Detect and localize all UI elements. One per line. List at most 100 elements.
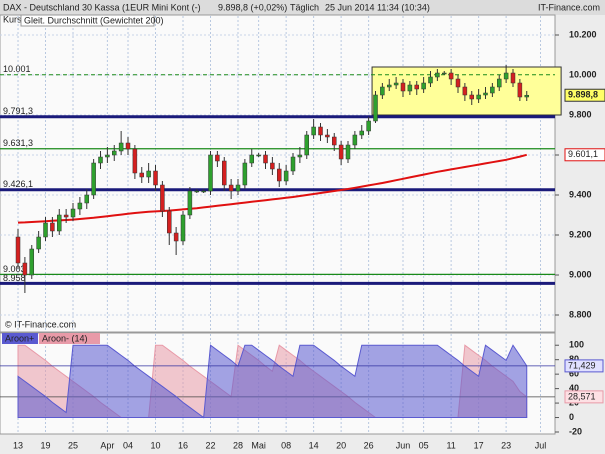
y-tick-label: 8.800 bbox=[569, 309, 592, 319]
level-label: 9.791,3 bbox=[3, 106, 33, 116]
candle-body bbox=[112, 150, 117, 156]
candle-body bbox=[400, 82, 406, 92]
interval: Täglich bbox=[290, 2, 319, 12]
candle-body bbox=[173, 232, 179, 242]
candle-body bbox=[167, 210, 172, 234]
candle-body bbox=[22, 262, 28, 276]
candle-body bbox=[215, 154, 220, 162]
x-tick-label: 04 bbox=[123, 440, 133, 450]
candle-body bbox=[414, 84, 419, 90]
value-tag-label: 9.898,8 bbox=[568, 90, 598, 100]
candle-body bbox=[386, 84, 392, 88]
candle-body bbox=[139, 172, 145, 178]
candle-body bbox=[517, 82, 523, 98]
candle-body bbox=[318, 126, 323, 136]
candle-body bbox=[421, 82, 426, 90]
candle-body bbox=[118, 142, 124, 152]
candle-body bbox=[50, 222, 55, 232]
candle-body bbox=[490, 86, 495, 94]
y-tick-label: 80 bbox=[569, 354, 579, 364]
brand: IT-Finance.com bbox=[538, 2, 600, 12]
x-tick-label: 23 bbox=[501, 440, 511, 450]
y-tick-label: 9.000 bbox=[569, 269, 592, 279]
header-bar bbox=[0, 0, 605, 15]
level-label: 8.958 bbox=[3, 273, 26, 283]
x-tick-label: Jul bbox=[535, 440, 547, 450]
candle-body bbox=[483, 92, 488, 96]
candle-body bbox=[270, 162, 275, 170]
x-tick-label: Mai bbox=[251, 440, 266, 450]
aroon-area bbox=[17, 344, 528, 419]
candle-body bbox=[441, 72, 447, 75]
candle-body bbox=[283, 170, 289, 182]
candle-body bbox=[84, 194, 90, 204]
y-tick-label: 40 bbox=[569, 383, 579, 393]
x-tick-label: 17 bbox=[474, 440, 484, 450]
candle-body bbox=[325, 134, 330, 138]
x-tick-label: 11 bbox=[446, 440, 455, 450]
candle-body bbox=[304, 134, 310, 156]
y-tick-label: 9.200 bbox=[569, 229, 592, 239]
x-tick-label: 22 bbox=[205, 440, 215, 450]
candle-body bbox=[228, 184, 234, 192]
candle-body bbox=[496, 78, 502, 88]
value-tag bbox=[564, 148, 605, 162]
level-label: 9.003 bbox=[3, 264, 26, 274]
candle-body bbox=[242, 162, 248, 186]
level-label: 9.631,3 bbox=[3, 138, 33, 148]
candle-body bbox=[476, 94, 481, 100]
candle-body bbox=[29, 248, 35, 276]
candle-body bbox=[194, 190, 200, 193]
candle-body bbox=[338, 144, 344, 160]
candle-body bbox=[98, 156, 103, 164]
candle-body bbox=[235, 184, 241, 192]
candle-body bbox=[462, 86, 468, 96]
candle-body bbox=[146, 170, 151, 178]
datetime: 25 Jun 2014 11:34 (10:34) bbox=[325, 2, 430, 12]
candle-body bbox=[70, 208, 76, 218]
x-tick-label: 13 bbox=[13, 440, 23, 450]
x-tick-label: 08 bbox=[281, 440, 291, 450]
value-tag bbox=[564, 359, 604, 373]
x-tick-label: 28 bbox=[233, 440, 243, 450]
candle-body bbox=[36, 236, 41, 250]
level-label: 10.001 bbox=[3, 64, 31, 74]
candle-body bbox=[311, 126, 316, 136]
y-tick-label: -20 bbox=[569, 426, 582, 436]
legend-label: Gleit. Durchschnitt (Gewichtet 200) bbox=[24, 15, 164, 25]
candle-body bbox=[366, 120, 371, 132]
x-tick-label: 20 bbox=[336, 440, 346, 450]
candle-body bbox=[428, 76, 433, 84]
y-tick-label: 0 bbox=[569, 412, 574, 422]
candle-body bbox=[187, 190, 193, 216]
candle-body bbox=[290, 156, 296, 172]
y-tick-label: 9.800 bbox=[569, 109, 592, 119]
candle-body bbox=[503, 72, 509, 80]
candle-body bbox=[263, 154, 268, 164]
candle-body bbox=[297, 154, 303, 158]
candle-body bbox=[277, 168, 282, 182]
quote: 9.898,8 (+0,02%) bbox=[218, 2, 287, 12]
legend-label: Aroon- (14) bbox=[42, 333, 88, 343]
x-tick-label: Apr bbox=[100, 440, 114, 450]
candle-body bbox=[57, 214, 62, 232]
value-tag-label: 71,429 bbox=[568, 360, 596, 370]
candle-body bbox=[455, 78, 461, 88]
candle-body bbox=[180, 214, 186, 242]
candle-body bbox=[448, 72, 454, 80]
legend-label: Aroon+ bbox=[5, 333, 34, 343]
x-tick-label: 16 bbox=[178, 440, 188, 450]
candle-body bbox=[249, 154, 255, 164]
candle-body bbox=[201, 190, 206, 193]
candle-body bbox=[345, 144, 351, 160]
y-tick-label: 60 bbox=[569, 369, 579, 379]
candle-body bbox=[352, 134, 358, 146]
candle-body bbox=[435, 72, 440, 78]
legend-box bbox=[20, 14, 155, 27]
candle-body bbox=[153, 170, 158, 186]
legend-box bbox=[2, 333, 38, 344]
value-tag-label: 28,571 bbox=[568, 391, 596, 401]
copyright: © IT-Finance.com bbox=[5, 319, 76, 329]
title: DAX - Deutschland 30 Kassa (1EUR Mini Ko… bbox=[3, 2, 201, 12]
